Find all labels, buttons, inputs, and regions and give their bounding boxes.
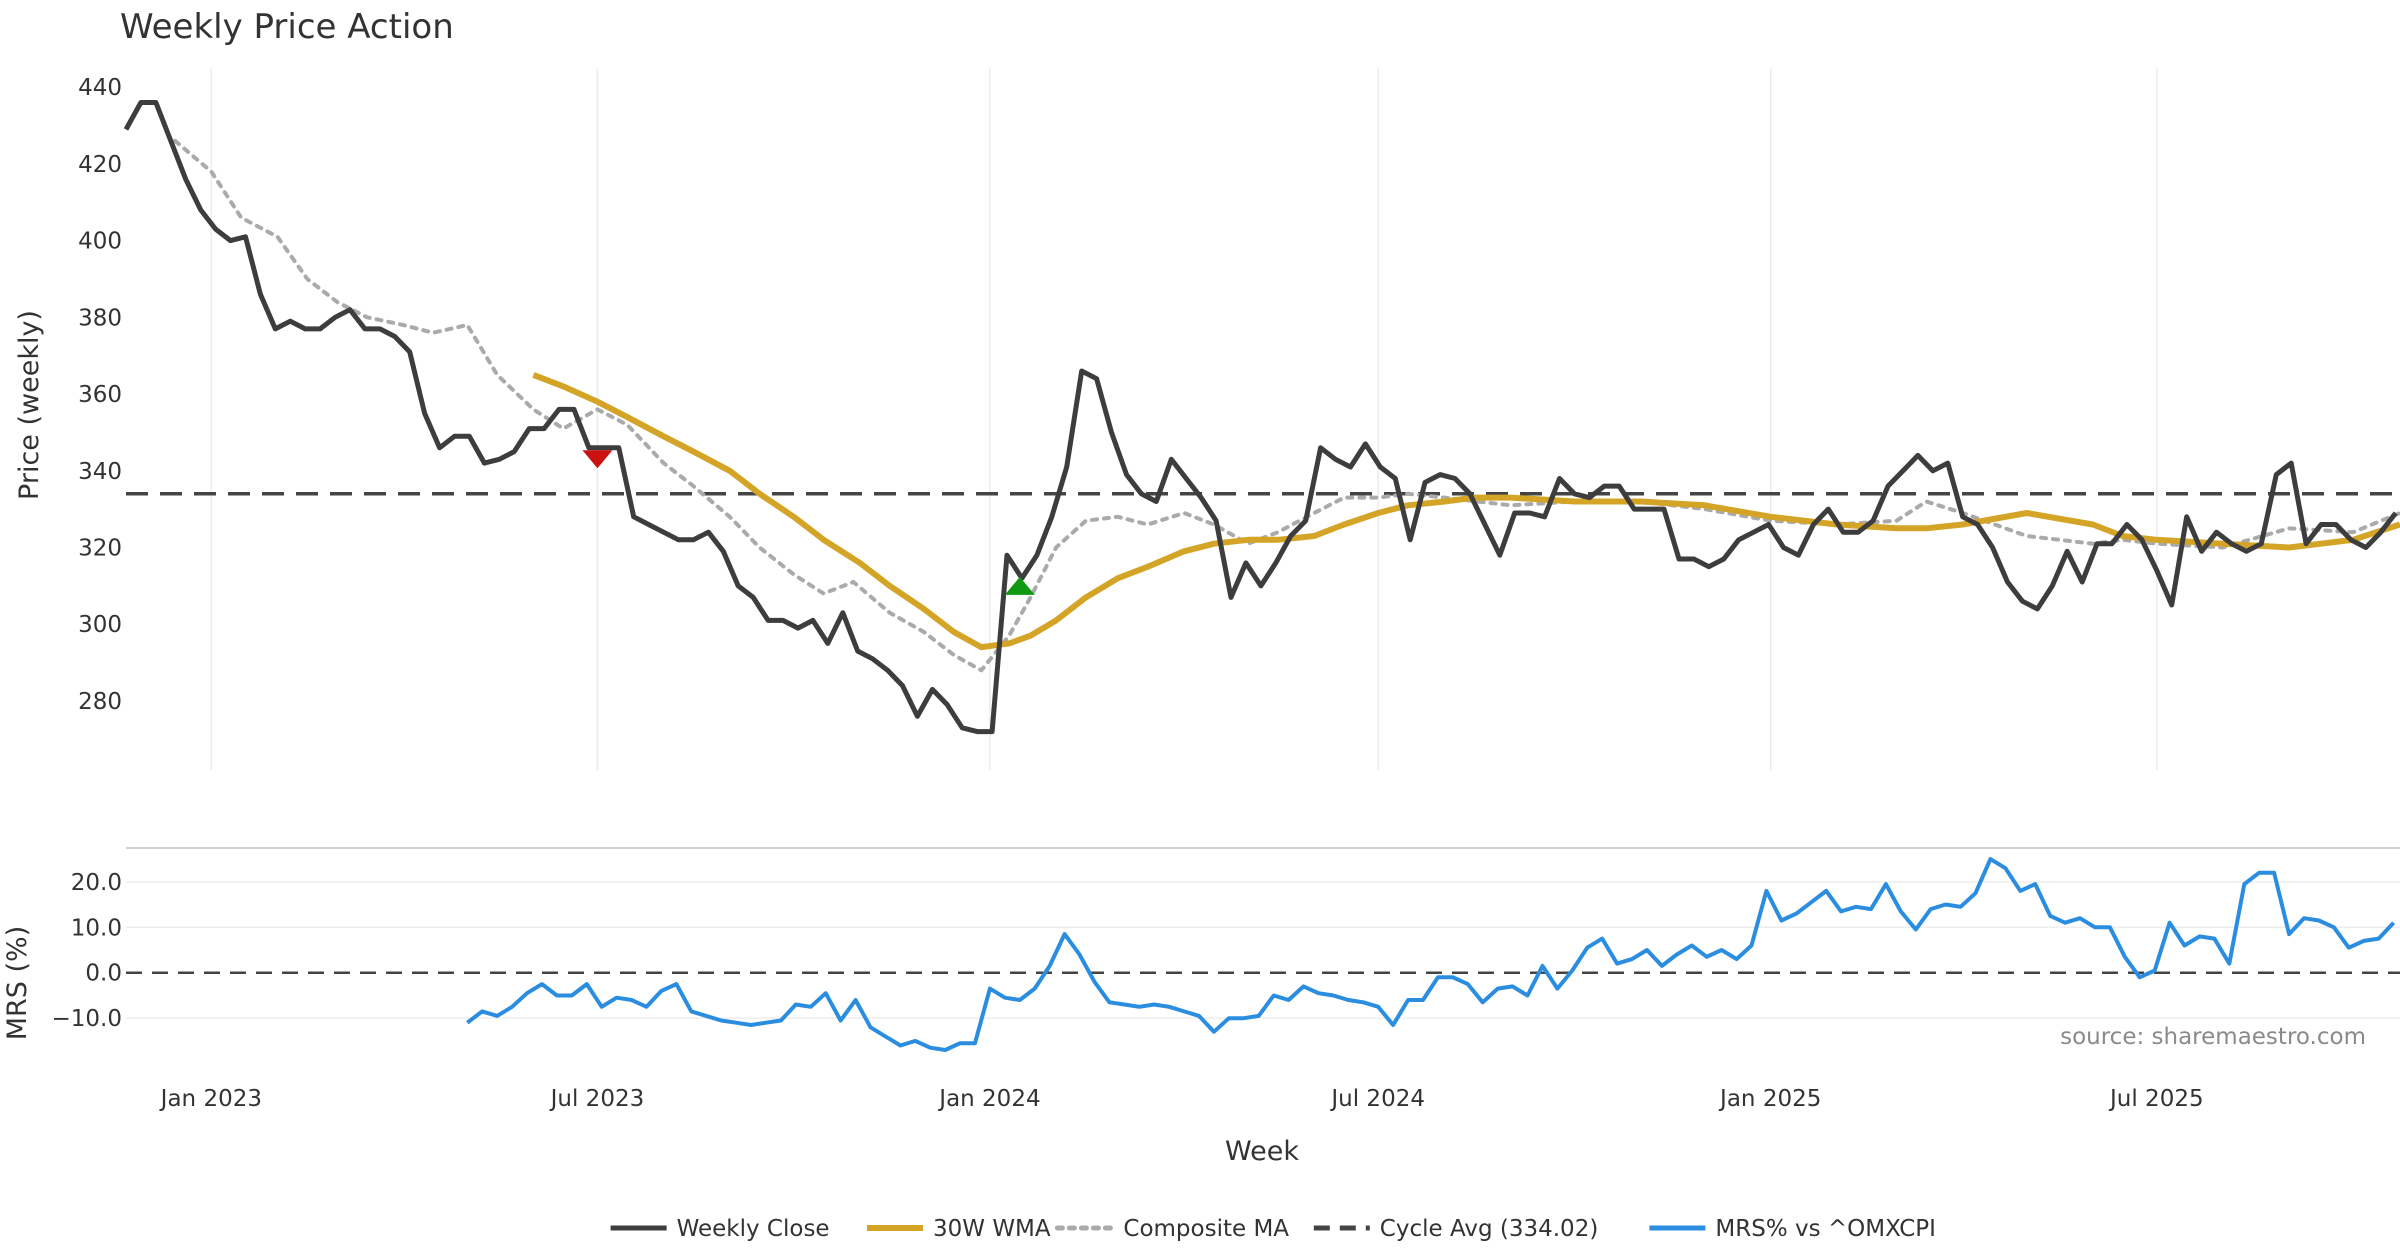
- up-triangle-marker: [1004, 576, 1035, 595]
- legend-label: Composite MA: [1123, 1216, 1289, 1242]
- mrs-y-ticks: −10.0 0.0 10.0 20.0: [52, 870, 122, 1032]
- price-panel: 280 300 320 340 360 380 400 420 440 Price (weekl…: [14, 68, 2400, 770]
- source-note: source: sharemaestro.com: [2060, 1024, 2366, 1050]
- mrs-y-tick-label: 0.0: [85, 961, 122, 987]
- price-y-tick-label: 380: [78, 305, 122, 331]
- price-y-tick-label: 280: [78, 689, 122, 715]
- legend-label: MRS% vs ^OMXCPI: [1715, 1216, 1936, 1242]
- legend-label: Cycle Avg (334.02): [1380, 1216, 1599, 1242]
- x-tick-label-jan-2023: Jan 2023: [159, 1086, 262, 1112]
- legend-item-30w-wma: 30W WMA: [867, 1216, 1051, 1242]
- signal-markers: [582, 450, 1035, 595]
- x-tick-label-jul-2023: Jul 2023: [549, 1086, 645, 1112]
- price-series-group: [123, 100, 2400, 735]
- price-y-axis-label: Price (weekly): [14, 310, 45, 500]
- legend-item-composite-ma: Composite MA: [1054, 1216, 1289, 1242]
- x-axis-ticks: Jan 2023 Jul 2023 Jan 2024 Jul 2024 Jan 2025…: [159, 1086, 2204, 1112]
- legend-item-cycle-avg-334-02: Cycle Avg (334.02): [1313, 1216, 1599, 1242]
- price-y-tick-label: 340: [78, 459, 122, 485]
- down-triangle-marker: [582, 450, 613, 469]
- series-line-composite-ma: [173, 138, 2400, 673]
- price-y-tick-label: 360: [78, 382, 122, 408]
- price-y-tick-label: 320: [78, 536, 122, 562]
- legend-item-mrs-vs-omxcpi: MRS% vs ^OMXCPI: [1649, 1216, 1936, 1242]
- mrs-y-tick-label: 10.0: [71, 915, 122, 941]
- mrs-y-tick-label: 20.0: [71, 870, 122, 896]
- price-gridlines: [210, 68, 2158, 770]
- chart-title: Weekly Price Action: [120, 7, 454, 47]
- mrs-panel: −10.0 0.0 10.0 20.0 MRS (%) source: sharema…: [2, 847, 2400, 1052]
- series-line-mrs-vs-omxcpi: [466, 857, 2396, 1052]
- x-tick-label-jul-2024: Jul 2024: [1329, 1086, 1425, 1112]
- legend-item-weekly-close: Weekly Close: [610, 1216, 830, 1242]
- price-y-tick-label: 400: [78, 229, 122, 255]
- legend: Weekly Close 30W WMA Composite MA Cycle Avg…: [610, 1216, 1936, 1242]
- x-tick-label-jan-2025: Jan 2025: [1718, 1086, 1821, 1112]
- legend-label: Weekly Close: [677, 1216, 830, 1242]
- mrs-y-tick-label: −10.0: [52, 1006, 122, 1032]
- series-line-weekly-close: [123, 100, 2398, 735]
- legend-label: 30W WMA: [933, 1216, 1051, 1242]
- x-axis-label: Week: [1225, 1136, 1299, 1167]
- series-line-30w-wma: [532, 372, 2400, 651]
- price-y-ticks: 280 300 320 340 360 380 400 420 440: [78, 75, 122, 715]
- mrs-series-group: [466, 857, 2396, 1052]
- mrs-gridlines: [126, 881, 2400, 1019]
- x-tick-label-jan-2024: Jan 2024: [937, 1086, 1040, 1112]
- price-y-tick-label: 420: [78, 152, 122, 178]
- price-y-tick-label: 440: [78, 75, 122, 101]
- mrs-y-axis-label: MRS (%): [2, 926, 33, 1041]
- x-tick-label-jul-2025: Jul 2025: [2108, 1086, 2204, 1112]
- price-y-tick-label: 300: [78, 612, 122, 638]
